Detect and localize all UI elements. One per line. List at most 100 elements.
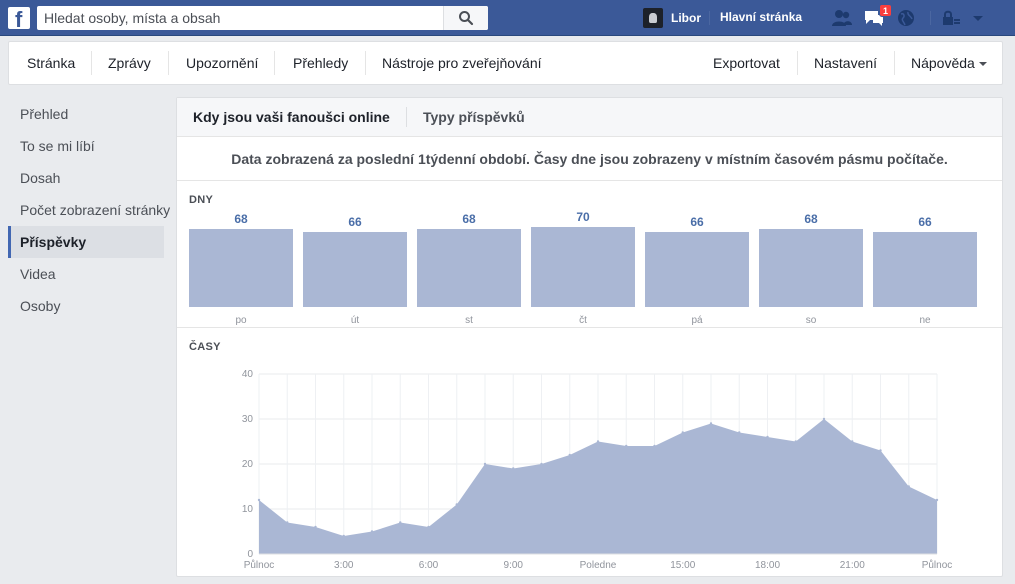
sidebar-item-prispevky[interactable]: Příspěvky — [8, 226, 164, 258]
hours-data-point — [399, 521, 402, 524]
top-divider-2 — [930, 11, 931, 25]
x-tick-label: 9:00 — [504, 560, 524, 571]
subnav-zpravy[interactable]: Zprávy — [108, 55, 151, 71]
user-profile-link[interactable]: Libor — [643, 8, 701, 28]
subnav-separator — [274, 51, 275, 75]
period-notice: Data zobrazená za poslední 1týdenní obdo… — [177, 137, 1002, 181]
x-tick-label: 15:00 — [670, 560, 695, 571]
day-column[interactable]: 68 so — [759, 206, 863, 328]
notifications-globe-icon[interactable] — [895, 8, 917, 28]
hours-data-point — [286, 521, 289, 524]
day-tick-label: pá — [691, 315, 703, 326]
subnav-separator — [91, 51, 92, 75]
hours-data-point — [766, 435, 769, 439]
hours-data-point — [427, 525, 430, 529]
insights-sidebar: Přehled To se mi líbí Dosah Počet zobraz… — [8, 98, 171, 322]
subnav-napoveda[interactable]: Nápověda — [911, 42, 987, 84]
day-bar — [759, 229, 863, 307]
day-tick-label: st — [465, 315, 473, 326]
day-column[interactable]: 66 ne — [873, 206, 977, 328]
days-section-label: DNY — [189, 194, 214, 206]
day-column[interactable]: 68 po — [189, 206, 293, 328]
day-value-label: 68 — [804, 212, 818, 226]
account-menu-chevron-down-icon[interactable] — [970, 8, 986, 28]
x-tick-label: Poledne — [580, 560, 617, 571]
hours-data-point — [455, 503, 458, 506]
tab-post-types[interactable]: Typy příspěvků — [423, 109, 525, 125]
messages-icon[interactable] — [863, 8, 885, 28]
page-subnav: Stránka Zprávy Upozornění Přehledy Nástr… — [8, 41, 1003, 85]
hours-area-chart: 0 10 20 30 40 Půlnoc 3:00 6:00 9:00 Poledne 15:00 1… — [242, 369, 952, 571]
day-column[interactable]: 66 pá — [645, 206, 749, 328]
hours-data-point — [512, 467, 515, 470]
day-tick-label: ne — [919, 315, 931, 326]
day-column[interactable]: 70 čt — [531, 206, 635, 328]
tab-bar: Kdy jsou vaši fanoušci online Typy přísp… — [177, 98, 1002, 137]
day-value-label: 68 — [462, 212, 476, 226]
day-bar — [189, 229, 293, 307]
posts-insights-panel: Kdy jsou vaši fanoušci online Typy přísp… — [176, 97, 1003, 577]
hours-data-point — [625, 444, 628, 448]
facebook-logo-letter: f — [15, 7, 23, 30]
sidebar-item-pocet-zobrazeni[interactable]: Počet zobrazení stránky — [20, 202, 171, 218]
day-value-label: 66 — [690, 215, 704, 229]
day-bar — [303, 232, 407, 307]
user-name: Libor — [671, 11, 701, 25]
tab-fans-online[interactable]: Kdy jsou vaši fanoušci online — [193, 109, 390, 125]
sidebar-item-videa[interactable]: Videa — [20, 266, 56, 282]
hours-data-point — [681, 431, 684, 434]
facebook-logo[interactable]: f — [8, 7, 30, 29]
hours-data-point — [907, 485, 910, 488]
day-bar — [645, 232, 749, 307]
y-tick-label: 30 — [242, 414, 254, 425]
x-tick-label: Půlnoc — [244, 559, 275, 571]
hours-data-point — [935, 498, 939, 502]
day-column[interactable]: 66 út — [303, 206, 407, 328]
day-tick-label: út — [350, 315, 360, 326]
hours-data-point — [370, 530, 374, 533]
top-bar: f Libor Hlavní stránka 1 — [0, 0, 1015, 36]
subnav-exportovat[interactable]: Exportovat — [713, 55, 780, 71]
hours-area-series — [259, 419, 937, 554]
day-bar — [531, 227, 635, 307]
subnav-nastaveni[interactable]: Nastavení — [814, 55, 878, 71]
sidebar-item-prehled[interactable]: Přehled — [20, 106, 69, 122]
x-tick-label: 21:00 — [840, 560, 865, 571]
subnav-separator — [894, 51, 895, 75]
hours-data-point — [342, 534, 345, 538]
subnav-separator — [365, 51, 366, 75]
friend-requests-icon[interactable] — [831, 8, 853, 28]
subnav-nastroje[interactable]: Nástroje pro zveřejňování — [382, 55, 542, 71]
subnav-separator — [168, 51, 169, 75]
y-tick-label: 40 — [242, 369, 254, 380]
search-icon — [459, 11, 474, 26]
search-button[interactable] — [443, 6, 488, 30]
hours-data-point — [596, 440, 600, 443]
hours-data-point — [314, 525, 317, 529]
hours-data-point — [257, 498, 261, 502]
hours-data-point — [653, 444, 656, 448]
hours-data-point — [879, 449, 882, 452]
sidebar-item-osoby[interactable]: Osoby — [20, 298, 61, 314]
caret-down-icon — [978, 62, 987, 67]
home-link[interactable]: Hlavní stránka — [720, 10, 803, 24]
hours-data-point — [709, 422, 713, 425]
search-input[interactable] — [37, 6, 442, 30]
subnav-separator — [797, 51, 798, 75]
x-tick-label: 18:00 — [755, 560, 780, 571]
subnav-prehledy[interactable]: Přehledy — [293, 55, 349, 71]
sidebar-item-to-se-mi-libi[interactable]: To se mi líbí — [20, 138, 95, 154]
day-tick-label: so — [805, 315, 817, 326]
y-tick-label: 20 — [242, 459, 254, 470]
subnav-stranka[interactable]: Stránka — [27, 55, 76, 71]
sidebar-item-dosah[interactable]: Dosah — [20, 170, 61, 186]
top-divider — [709, 11, 710, 25]
privacy-lock-icon[interactable] — [940, 8, 962, 28]
day-column[interactable]: 68 st — [417, 206, 521, 328]
day-bar — [417, 229, 521, 307]
day-tick-label: čt — [579, 315, 587, 326]
messages-badge: 1 — [879, 4, 893, 17]
day-value-label: 68 — [234, 212, 248, 226]
subnav-upozorneni[interactable]: Upozornění — [186, 55, 259, 71]
y-tick-label: 10 — [242, 504, 254, 515]
